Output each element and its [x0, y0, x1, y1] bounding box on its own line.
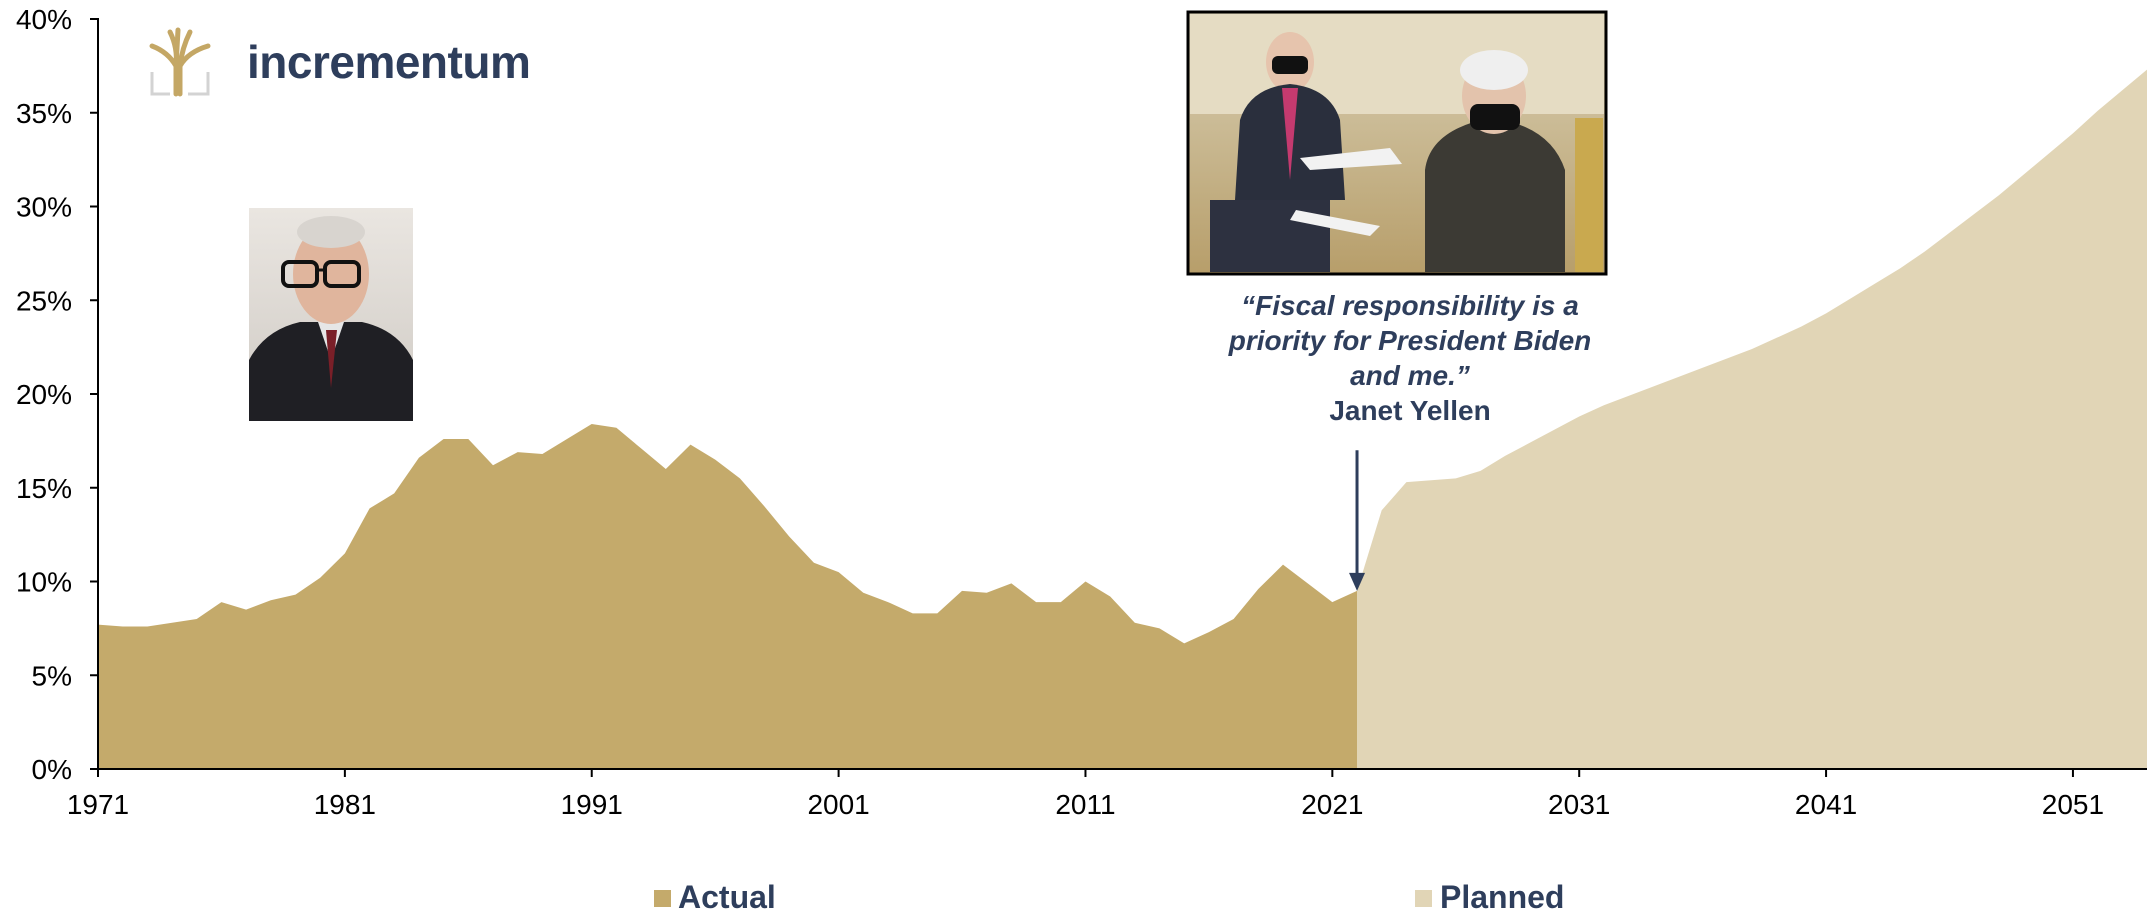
legend-label-planned: Planned	[1440, 879, 1564, 915]
y-tick-label: 0%	[32, 754, 72, 785]
logo-text: incrementum	[247, 36, 530, 88]
quote-author: Janet Yellen	[1329, 395, 1490, 426]
portrait-photo	[249, 208, 413, 421]
tick-labels-group: 0% 5% 10% 15% 20% 25% 30% 35% 40% 1971 1981 1991 200…	[16, 4, 2104, 820]
quote-line-3: and me.”	[1350, 360, 1470, 391]
y-tick-label: 35%	[16, 98, 72, 129]
x-tick-label: 1981	[314, 789, 376, 820]
x-tick-label: 2041	[1795, 789, 1857, 820]
quote-line-1: “Fiscal responsibility is a	[1241, 290, 1579, 321]
y-tick-label: 20%	[16, 379, 72, 410]
tree-icon	[149, 27, 211, 97]
legend-swatch-actual	[654, 890, 671, 907]
area-planned	[1357, 69, 2147, 770]
axes-group	[90, 18, 2147, 777]
area-actual	[98, 424, 1357, 769]
x-tick-label: 1991	[561, 789, 623, 820]
x-tick-label: 2011	[1055, 789, 1115, 820]
y-tick-label: 15%	[16, 473, 72, 504]
y-tick-label: 10%	[16, 567, 72, 598]
y-tick-label: 25%	[16, 285, 72, 316]
y-tick-label: 30%	[16, 192, 72, 223]
y-tick-label: 5%	[32, 660, 72, 691]
x-tick-label: 2021	[1301, 789, 1363, 820]
x-tick-label: 2001	[807, 789, 869, 820]
quote-line-2: priority for President Biden	[1228, 325, 1592, 356]
annotation-arrow	[1349, 450, 1366, 591]
legend: Actual Planned	[654, 879, 1564, 915]
meeting-photo	[1186, 10, 1608, 276]
x-tick-label: 2051	[2042, 789, 2104, 820]
legend-swatch-planned	[1415, 890, 1432, 907]
area-series-group	[98, 69, 2147, 770]
x-tick-label: 2031	[1548, 789, 1610, 820]
y-tick-label: 40%	[16, 4, 72, 35]
x-tick-label: 1971	[67, 789, 129, 820]
yellen-quote: “Fiscal responsibility is a priority for…	[1228, 290, 1592, 426]
legend-label-actual: Actual	[678, 879, 776, 915]
incrementum-logo: incrementum	[149, 27, 531, 97]
